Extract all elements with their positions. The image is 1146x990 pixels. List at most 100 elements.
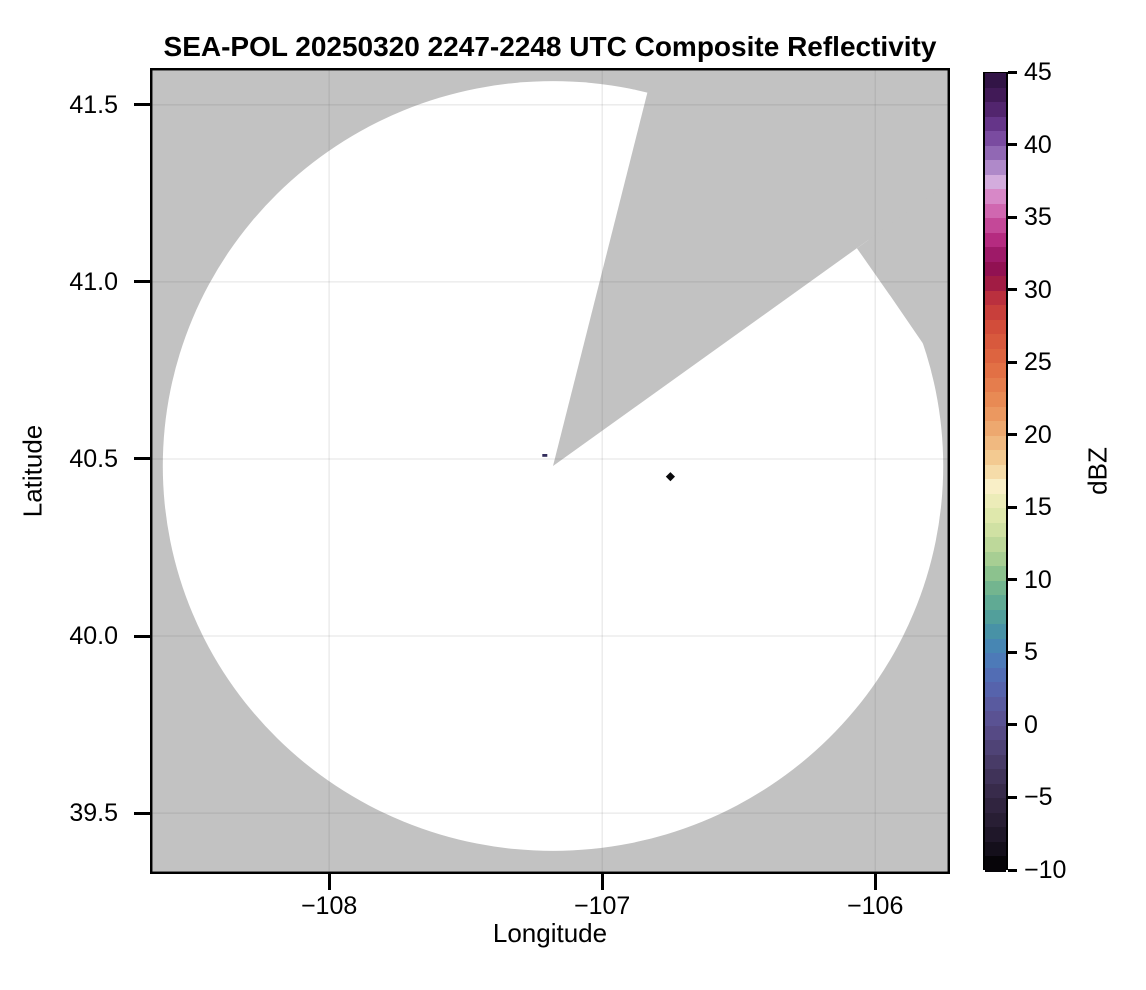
colorbar-band	[985, 247, 1006, 263]
colorbar-tick-mark	[1008, 143, 1017, 147]
colorbar-band	[985, 435, 1006, 452]
chart-title: SEA-POL 20250320 2247-2248 UTC Composite…	[163, 31, 937, 62]
partial-blockage	[856, 181, 950, 353]
echo-diamond	[665, 472, 676, 482]
colorbar-band	[985, 305, 1006, 321]
colorbar-tick-label: 45	[1024, 58, 1052, 86]
colorbar-band	[985, 667, 1006, 684]
colorbar-tick-mark	[1008, 578, 1017, 582]
colorbar-band	[985, 334, 1006, 350]
colorbar-band	[985, 87, 1006, 104]
colorbar-band	[985, 102, 1006, 118]
x-axis-label: Longitude	[492, 918, 608, 948]
echo-dash	[542, 454, 548, 457]
colorbar-tick-mark	[1008, 360, 1017, 364]
x-tick-mark	[600, 874, 604, 890]
colorbar-band	[985, 638, 1006, 655]
colorbar-band	[985, 319, 1006, 336]
colorbar-band	[985, 348, 1006, 365]
colorbar-band	[985, 261, 1006, 278]
colorbar-band	[985, 131, 1006, 147]
colorbar-tick-mark	[1008, 650, 1017, 654]
colorbar-tick-label: 5	[1024, 638, 1038, 667]
y-tick-mark	[134, 457, 150, 461]
colorbar-band	[985, 290, 1006, 307]
colorbar-band	[985, 363, 1006, 379]
blocked-sector	[553, 68, 950, 466]
colorbar-band	[985, 450, 1006, 466]
colorbar-band	[985, 189, 1006, 205]
colorbar-band	[985, 116, 1006, 133]
colorbar-tick-label: 40	[1024, 130, 1052, 159]
x-tick-label: −106	[847, 892, 904, 920]
colorbar-band	[985, 464, 1006, 481]
colorbar-band	[985, 203, 1006, 220]
colorbar-tick-label: 35	[1024, 203, 1052, 232]
colorbar-band	[985, 232, 1006, 249]
colorbar-tick-label: 0	[1024, 710, 1038, 739]
colorbar-band	[985, 580, 1006, 597]
colorbar-tick-label: −5	[1024, 783, 1053, 812]
colorbar-band	[985, 566, 1006, 582]
colorbar-band	[985, 624, 1006, 641]
radar-coverage-svg	[150, 68, 950, 874]
colorbar-band	[985, 711, 1006, 728]
colorbar-band	[985, 479, 1006, 495]
y-tick-label: 40.5	[69, 444, 118, 473]
colorbar-band	[985, 609, 1006, 626]
y-tick-mark	[134, 280, 150, 284]
colorbar-band	[985, 595, 1006, 612]
colorbar-tick-mark	[1008, 795, 1017, 799]
axes-frame	[150, 68, 950, 874]
colorbar-band	[985, 537, 1006, 553]
colorbar-band	[985, 856, 1006, 873]
y-tick-mark	[134, 811, 150, 815]
colorbar-band	[985, 493, 1006, 510]
x-tick-label: −108	[300, 892, 358, 920]
colorbar-band	[985, 783, 1006, 800]
colorbar-band	[985, 740, 1006, 757]
colorbar-label: dBZ	[1082, 447, 1113, 495]
plot-area	[150, 68, 950, 874]
colorbar-band	[985, 145, 1006, 162]
y-tick-label: 40.0	[69, 622, 118, 651]
colorbar-tick-mark	[1008, 868, 1017, 872]
colorbar-tick-label: −10	[1024, 856, 1067, 884]
colorbar-band	[985, 377, 1006, 394]
colorbar-band	[985, 174, 1006, 191]
colorbar-tick-mark	[1008, 215, 1017, 219]
colorbar-tick-mark	[1008, 70, 1017, 74]
colorbar-band	[985, 421, 1006, 437]
colorbar-band	[985, 725, 1006, 742]
colorbar-band	[985, 653, 1006, 670]
colorbar-tick-mark	[1008, 505, 1017, 509]
colorbar-band	[985, 769, 1006, 786]
colorbar-band	[985, 218, 1006, 234]
colorbar-band	[985, 754, 1006, 771]
colorbar-band	[985, 841, 1006, 858]
y-tick-mark	[134, 103, 150, 107]
colorbar-band	[985, 551, 1006, 568]
colorbar-band	[985, 160, 1006, 176]
colorbar-band	[985, 508, 1006, 524]
y-tick-label: 41.5	[69, 90, 118, 119]
colorbar-tick-mark	[1008, 723, 1017, 727]
colorbar-band	[985, 827, 1006, 844]
colorbar-tick-mark	[1008, 288, 1017, 292]
colorbar-tick-label: 20	[1024, 420, 1052, 449]
x-tick-mark	[327, 874, 331, 890]
colorbar-tick-label: 25	[1024, 348, 1052, 377]
colorbar-tick-mark	[1008, 433, 1017, 437]
y-tick-mark	[134, 634, 150, 638]
colorbar-band	[985, 392, 1006, 408]
colorbar-tick-label: 15	[1024, 493, 1052, 522]
colorbar-band	[985, 73, 1006, 89]
colorbar-tick-label: 30	[1024, 275, 1052, 304]
y-tick-label: 39.5	[69, 799, 118, 828]
colorbar-tick-label: 10	[1024, 565, 1052, 594]
colorbar-band	[985, 798, 1006, 815]
y-tick-label: 41.0	[69, 267, 118, 296]
colorbar-band	[985, 276, 1006, 292]
colorbar	[983, 72, 1008, 873]
